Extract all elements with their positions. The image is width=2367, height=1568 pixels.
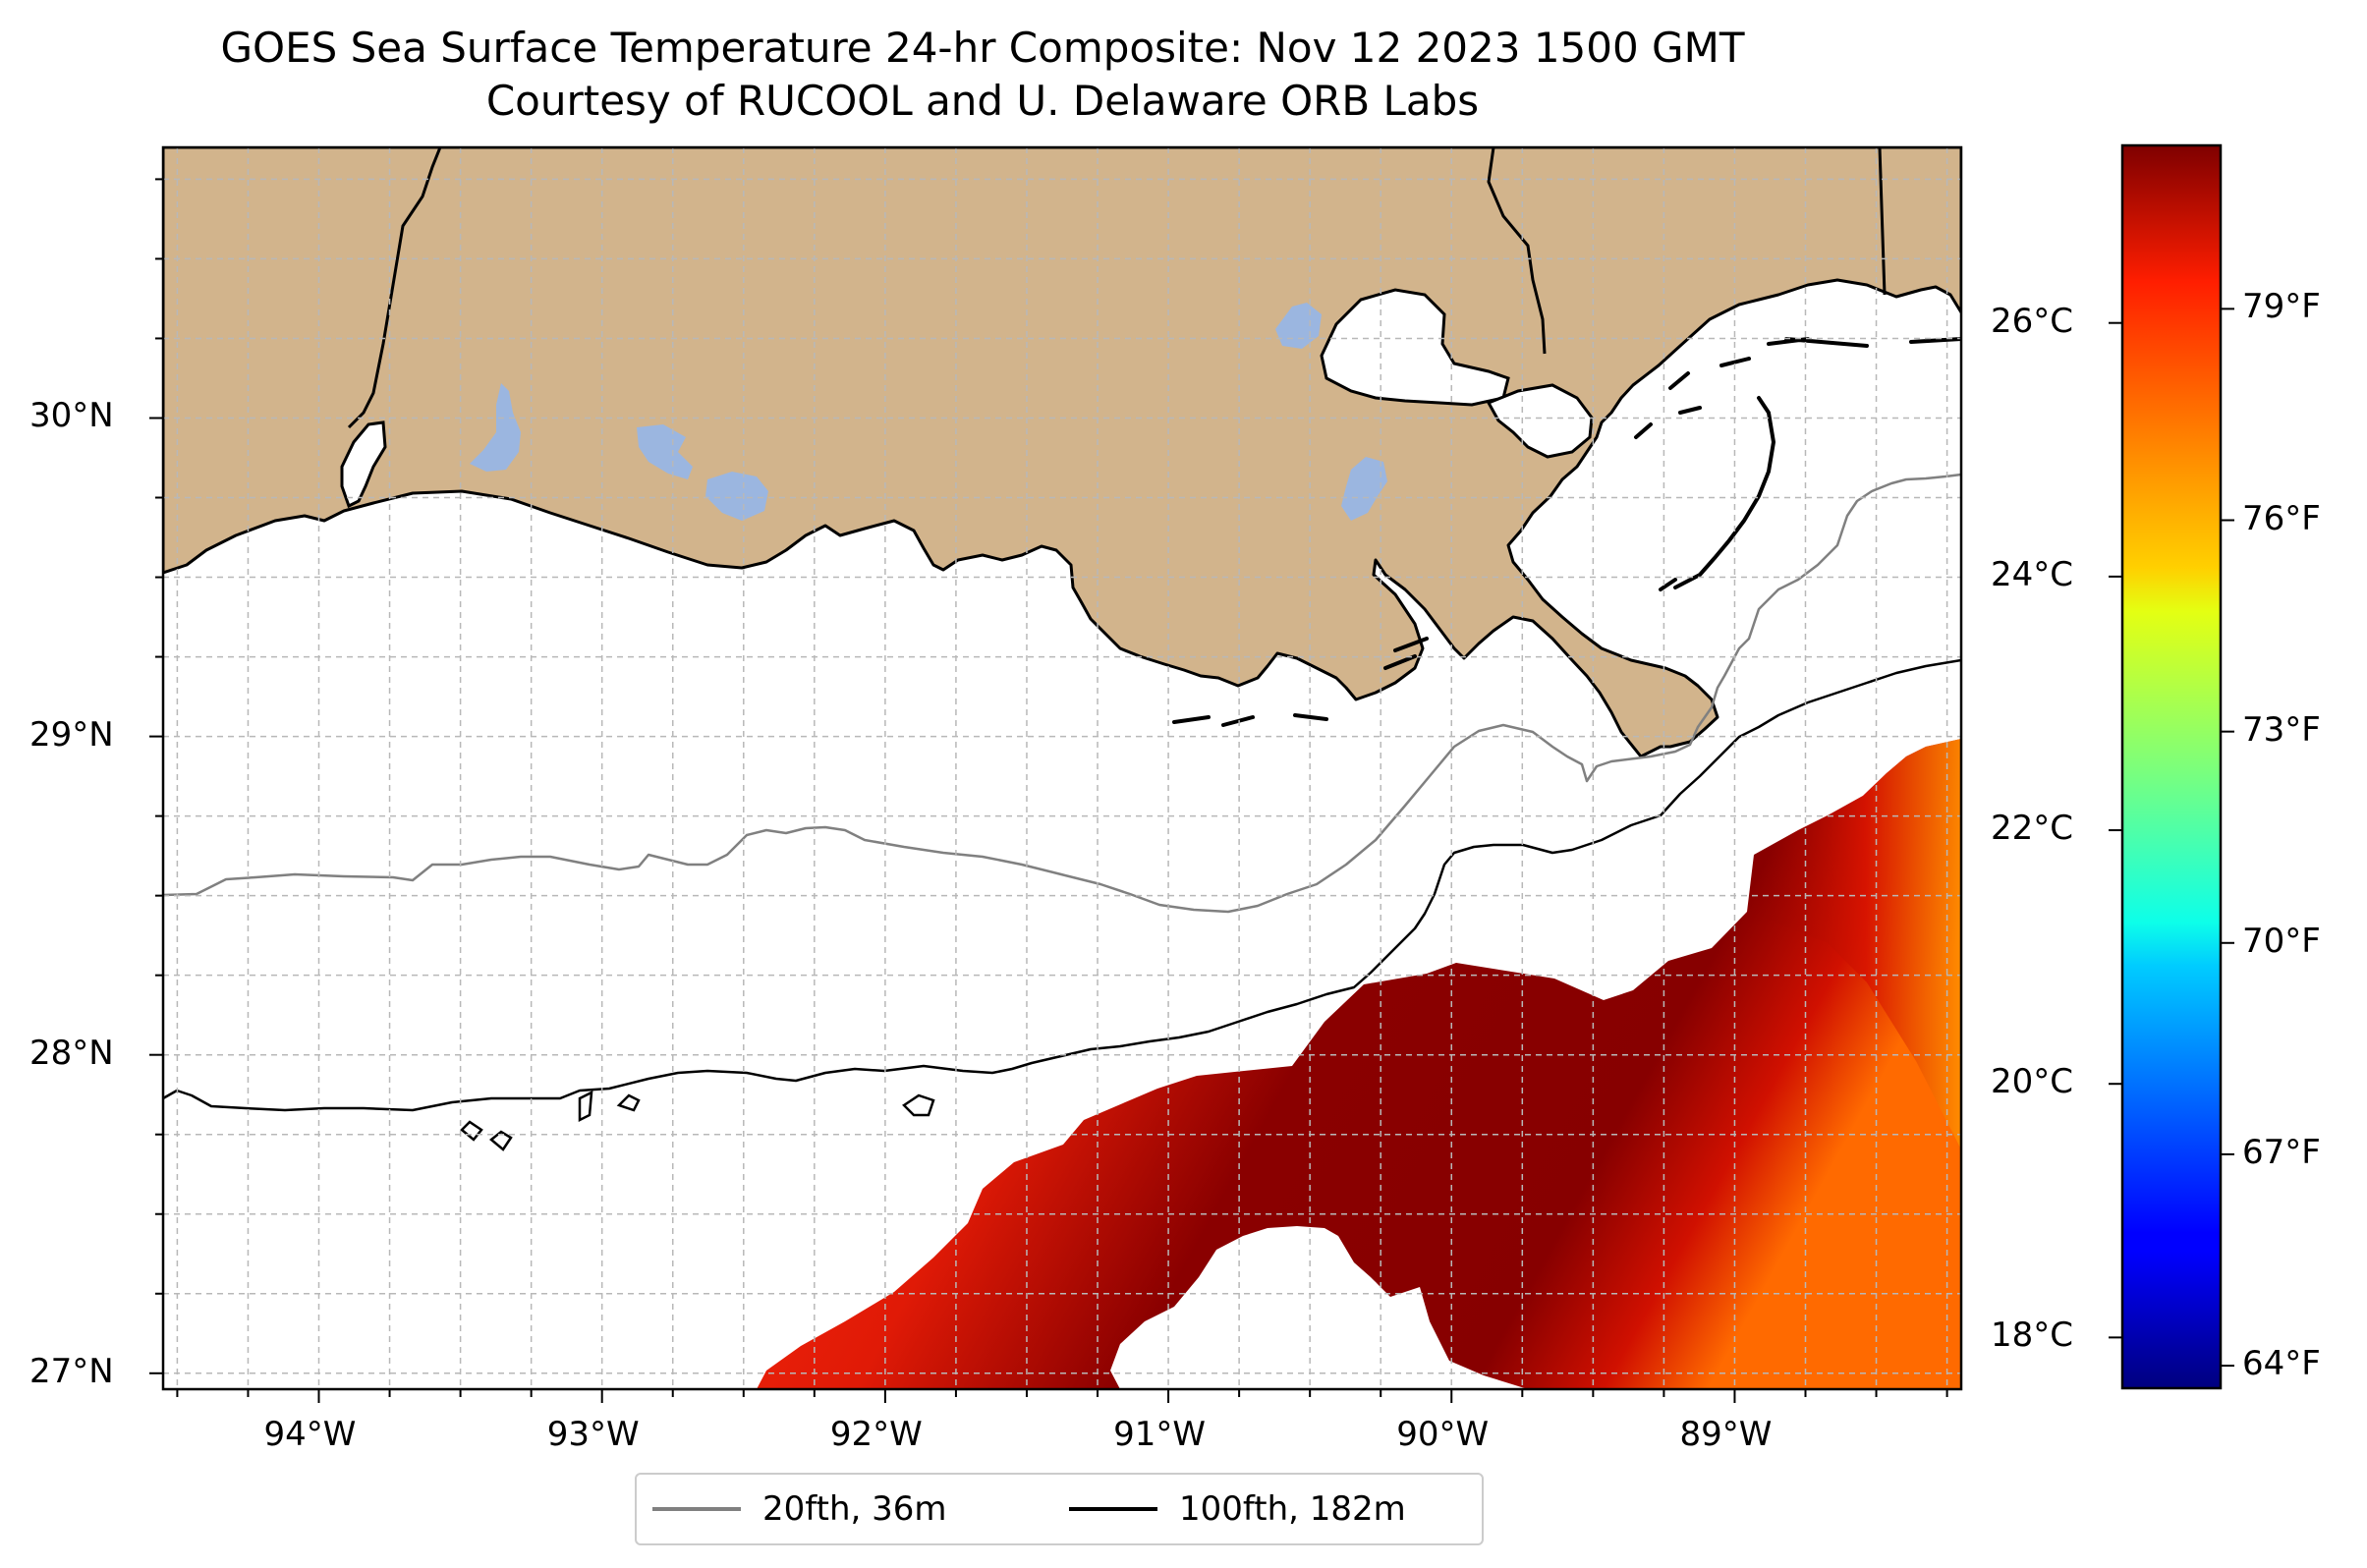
colorbar-label-f: 79°F: [2242, 287, 2321, 327]
map-title: GOES Sea Surface Temperature 24-hr Compo…: [220, 24, 1745, 72]
colorbar-label-c: 24°C: [1991, 554, 2074, 594]
lon-tick-label: 94°W: [263, 1415, 357, 1454]
gridlines: [163, 147, 1961, 1389]
lon-tick-label: 93°W: [546, 1415, 640, 1454]
barrier-islands: [1172, 337, 1961, 727]
lake-west: [470, 383, 521, 472]
colorbar-label-c: 22°C: [1991, 809, 2074, 849]
lon-tick-label: 92°W: [829, 1415, 923, 1454]
legend-entry-20fth: 20fth, 36m: [652, 1475, 947, 1543]
colorbar-label-c: 18°C: [1991, 1316, 2074, 1356]
lon-tick-label: 90°W: [1396, 1415, 1490, 1454]
colorbar-label-f: 64°F: [2242, 1344, 2321, 1384]
calcasieu-lake: [340, 420, 387, 509]
contour-20fth: [163, 473, 1961, 914]
lake-salvador: [1341, 457, 1387, 521]
land-mass: [163, 147, 1961, 758]
sst-warm-east: [1749, 739, 1961, 1149]
lon-tick-label: 89°W: [1679, 1415, 1773, 1454]
colorbar-ticks: [2109, 308, 2234, 1368]
colorbar-label-c: 26°C: [1991, 301, 2074, 341]
contour-100fth-islands: [460, 1090, 935, 1151]
map-frame: [161, 145, 1963, 1391]
axis-ticks: [149, 178, 1948, 1403]
lat-tick-label: 29°N: [29, 714, 114, 755]
colorbar-label-f: 73°F: [2242, 709, 2321, 750]
legend-entry-100fth: 100fth, 182m: [1069, 1475, 1406, 1543]
legend: 20fth, 36m 100fth, 182m: [635, 1473, 1484, 1545]
legend-label-20fth: 20fth, 36m: [762, 1489, 947, 1529]
colorbar-label-f: 70°F: [2242, 921, 2321, 961]
lat-tick-label: 27°N: [29, 1351, 114, 1391]
lake-white: [705, 472, 768, 521]
colorbar-label-c: 20°C: [1991, 1062, 2074, 1102]
colorbar-label-f: 67°F: [2242, 1132, 2321, 1172]
legend-swatch-20fth: [652, 1507, 741, 1511]
colorbar-label-f: 76°F: [2242, 498, 2321, 538]
legend-label-100fth: 100fth, 182m: [1179, 1489, 1406, 1529]
sst-nodata-hole: [1115, 1230, 1430, 1389]
contour-100fth: [163, 658, 1961, 1112]
lake-borgne: [1486, 383, 1594, 459]
legend-swatch-100fth: [1069, 1507, 1157, 1511]
lat-tick-label: 28°N: [29, 1033, 114, 1073]
lat-tick-label: 30°N: [29, 396, 114, 436]
state-border: [347, 147, 1887, 429]
lon-tick-label: 91°W: [1113, 1415, 1206, 1454]
lake-grand: [637, 424, 693, 479]
colorbar: [2120, 143, 2223, 1390]
sst-field: [757, 739, 1961, 1389]
map-subtitle: Courtesy of RUCOOL and U. Delaware ORB L…: [485, 77, 1480, 125]
lake-pontchartrain: [1320, 288, 1510, 407]
